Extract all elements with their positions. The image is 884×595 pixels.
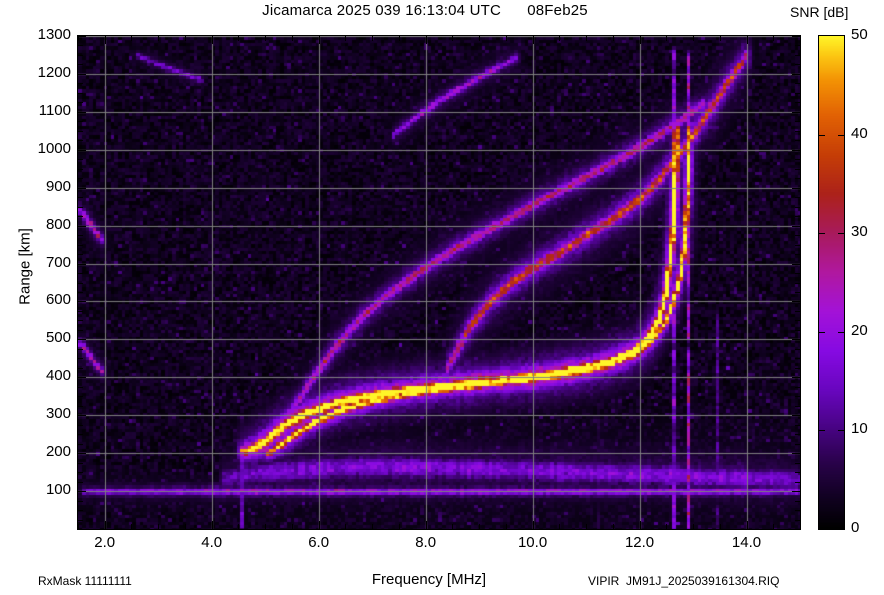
y-tick-label-10: 1100 <box>38 101 71 119</box>
x-tick-label-5: 12.0 <box>624 534 655 551</box>
colorbar-tick-label-5: 50 <box>851 26 868 43</box>
colorbar-tick-label-0: 0 <box>851 519 860 536</box>
x-tick-label-6: 14.0 <box>731 534 762 551</box>
rxmask-note: RxMask 11111111 <box>38 574 132 588</box>
page-title: Jicamarca 2025 039 16:13:04 UTC 08Feb25 <box>262 2 588 19</box>
y-tick-label-3: 400 <box>45 367 71 385</box>
x-axis-label: Frequency [MHz] <box>371 571 487 588</box>
y-tick-label-8: 900 <box>45 177 71 195</box>
x-tick-label-4: 10.0 <box>517 534 548 551</box>
ionogram-plot-area[interactable] <box>77 35 801 530</box>
colorbar-gradient <box>819 36 844 529</box>
y-tick-label-11: 1200 <box>37 63 71 81</box>
colorbar-title: SNR [dB] <box>790 4 849 20</box>
colorbar-tick-label-1: 10 <box>851 420 868 438</box>
y-tick-label-1: 200 <box>45 443 71 461</box>
y-tick-label-12: 1300 <box>37 26 71 43</box>
y-tick-label-2: 300 <box>45 405 71 423</box>
colorbar-tick-label-3: 30 <box>851 223 868 241</box>
y-tick-label-9: 1000 <box>37 139 71 157</box>
colorbar-tick-label-4: 40 <box>851 124 868 142</box>
y-axis-label: Range [km] <box>16 228 34 305</box>
x-tick-label-3: 8.0 <box>415 534 437 551</box>
file-info-note: VIPIR JM91J_2025039161304.RIQ <box>588 574 780 588</box>
x-tick-label-2: 6.0 <box>308 534 330 551</box>
y-tick-label-0: 100 <box>45 481 71 499</box>
colorbar[interactable] <box>818 35 845 530</box>
x-tick-label-0: 2.0 <box>94 534 116 551</box>
colorbar-tick-label-2: 20 <box>851 321 868 339</box>
x-tick-label-1: 4.0 <box>201 534 223 551</box>
ionogram-heatmap-canvas <box>78 36 800 529</box>
